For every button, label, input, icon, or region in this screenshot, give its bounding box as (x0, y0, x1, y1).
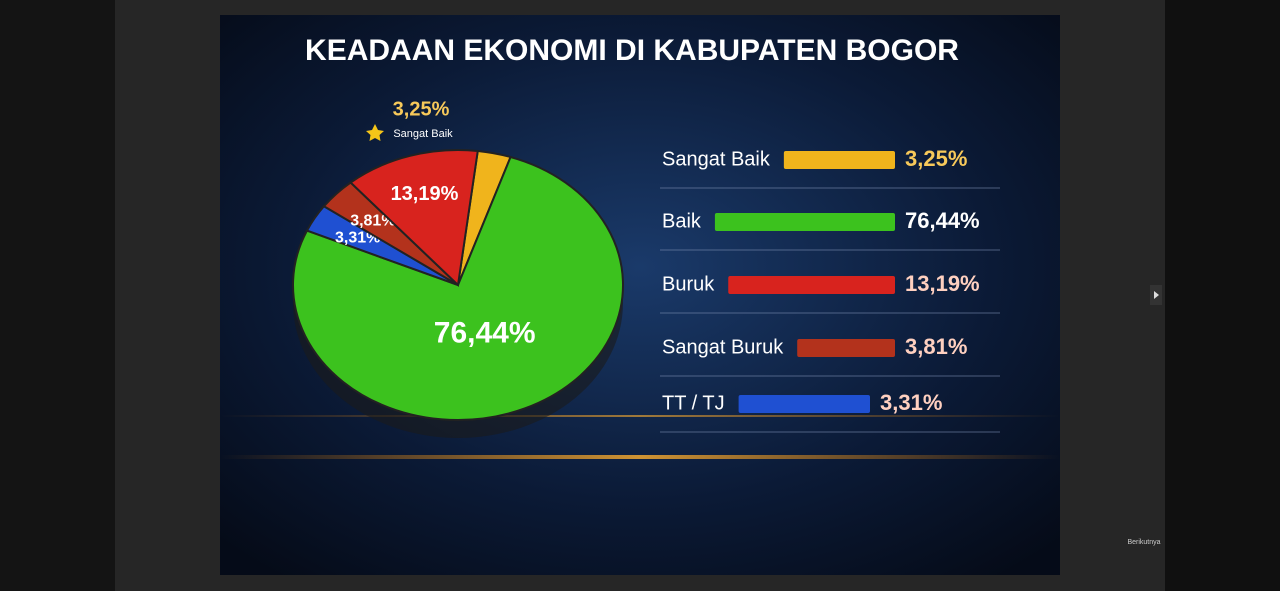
legend-value: 76,44% (905, 208, 980, 233)
slice-label: 3,81% (350, 212, 395, 229)
legend-value: 3,31% (880, 390, 942, 415)
legend-swatch (714, 213, 895, 231)
star-icon (366, 124, 384, 141)
glow-line (220, 415, 1060, 417)
right-margin (1165, 0, 1280, 591)
legend-label: Sangat Buruk (662, 336, 784, 358)
legend-swatch (738, 395, 870, 413)
legend-label: Baik (662, 210, 702, 232)
left-margin (0, 0, 115, 591)
next-button[interactable]: Berikutnya (1127, 539, 1160, 546)
next-arrow-icon (1154, 291, 1159, 299)
pie-slice (292, 155, 624, 422)
legend: Sangat Baik 3,25% Baik 76,44% Buruk 13,19% San… (660, 146, 1000, 433)
legend-label: TT / TJ (662, 392, 725, 414)
pie-slice (349, 149, 479, 288)
legend-label: Sangat Baik (662, 148, 771, 170)
legend-swatch (783, 151, 895, 169)
slice-category: Sangat Baik (393, 128, 453, 140)
legend-swatch (728, 276, 895, 294)
glow-line (220, 455, 1060, 459)
slice-label: 76,44% (434, 316, 536, 349)
legend-swatch (797, 339, 895, 357)
chart-title: KEADAAN EKONOMI DI KABUPATEN BOGOR (305, 34, 959, 67)
legend-value: 3,81% (905, 334, 967, 359)
legend-value: 13,19% (905, 271, 980, 296)
slice-label: 13,19% (391, 183, 459, 205)
slice-label: 3,25% (393, 98, 450, 120)
legend-label: Buruk (662, 273, 715, 295)
legend-value: 3,25% (905, 146, 967, 171)
